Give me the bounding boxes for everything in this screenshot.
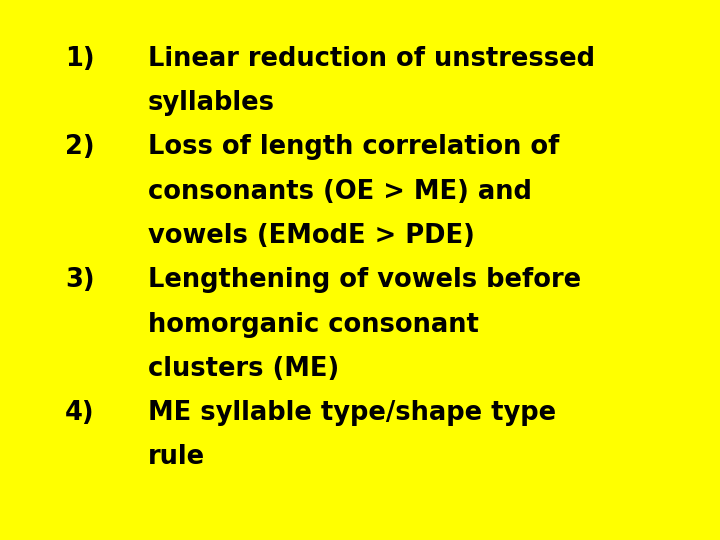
Text: Loss of length correlation of: Loss of length correlation of xyxy=(148,134,559,160)
Text: consonants (OE > ME) and: consonants (OE > ME) and xyxy=(148,179,531,205)
Text: Lengthening of vowels before: Lengthening of vowels before xyxy=(148,267,581,293)
Text: ME syllable type/shape type: ME syllable type/shape type xyxy=(148,400,556,426)
Text: 3): 3) xyxy=(65,267,94,293)
Text: Linear reduction of unstressed: Linear reduction of unstressed xyxy=(148,46,595,72)
Text: clusters (ME): clusters (ME) xyxy=(148,356,339,382)
Text: rule: rule xyxy=(148,444,204,470)
Text: syllables: syllables xyxy=(148,90,274,116)
Text: 2): 2) xyxy=(65,134,94,160)
Text: 4): 4) xyxy=(65,400,94,426)
Text: 1): 1) xyxy=(65,46,94,72)
Text: homorganic consonant: homorganic consonant xyxy=(148,312,479,338)
Text: vowels (EModE > PDE): vowels (EModE > PDE) xyxy=(148,223,474,249)
